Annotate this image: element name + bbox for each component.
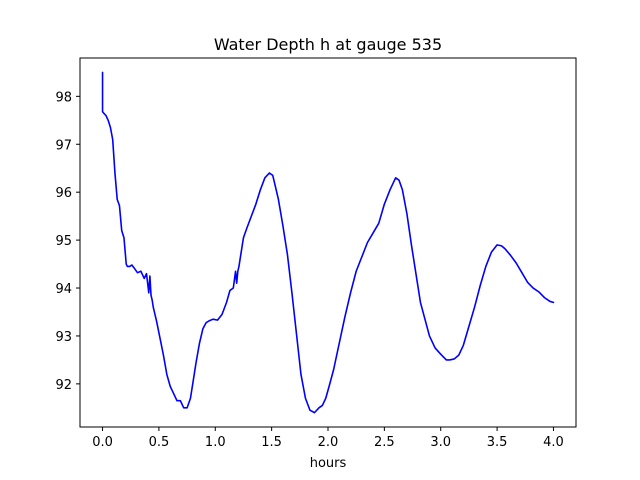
x-tick-label: 1.5 — [261, 435, 282, 450]
y-tick-label: 97 — [55, 138, 72, 153]
x-tick-label: 0.5 — [149, 435, 170, 450]
y-tick-label: 96 — [55, 186, 72, 201]
y-tick-label: 95 — [55, 234, 72, 249]
x-tick-label: 2.0 — [318, 435, 339, 450]
y-tick-label: 98 — [55, 90, 72, 105]
y-tick-label: 93 — [55, 330, 72, 345]
x-tick-label: 4.0 — [543, 435, 564, 450]
x-axis: 0.0 0.5 1.0 1.5 2.0 2.5 3.0 3.5 4.0 — [92, 427, 564, 450]
x-tick-label: 1.0 — [205, 435, 226, 450]
x-tick-label: 3.5 — [487, 435, 508, 450]
x-tick-label: 2.5 — [374, 435, 395, 450]
series-layer — [101, 71, 555, 414]
x-tick-label: 0.0 — [92, 435, 113, 450]
x-tick-label: 3.0 — [430, 435, 451, 450]
series-line-0 — [101, 71, 555, 414]
x-axis-label: hours — [310, 456, 347, 471]
y-tick-label: 92 — [55, 378, 72, 393]
chart-title: Water Depth h at gauge 535 — [214, 35, 442, 54]
y-tick-label: 94 — [55, 282, 72, 297]
y-axis: 92 93 94 95 96 97 98 — [55, 90, 80, 393]
